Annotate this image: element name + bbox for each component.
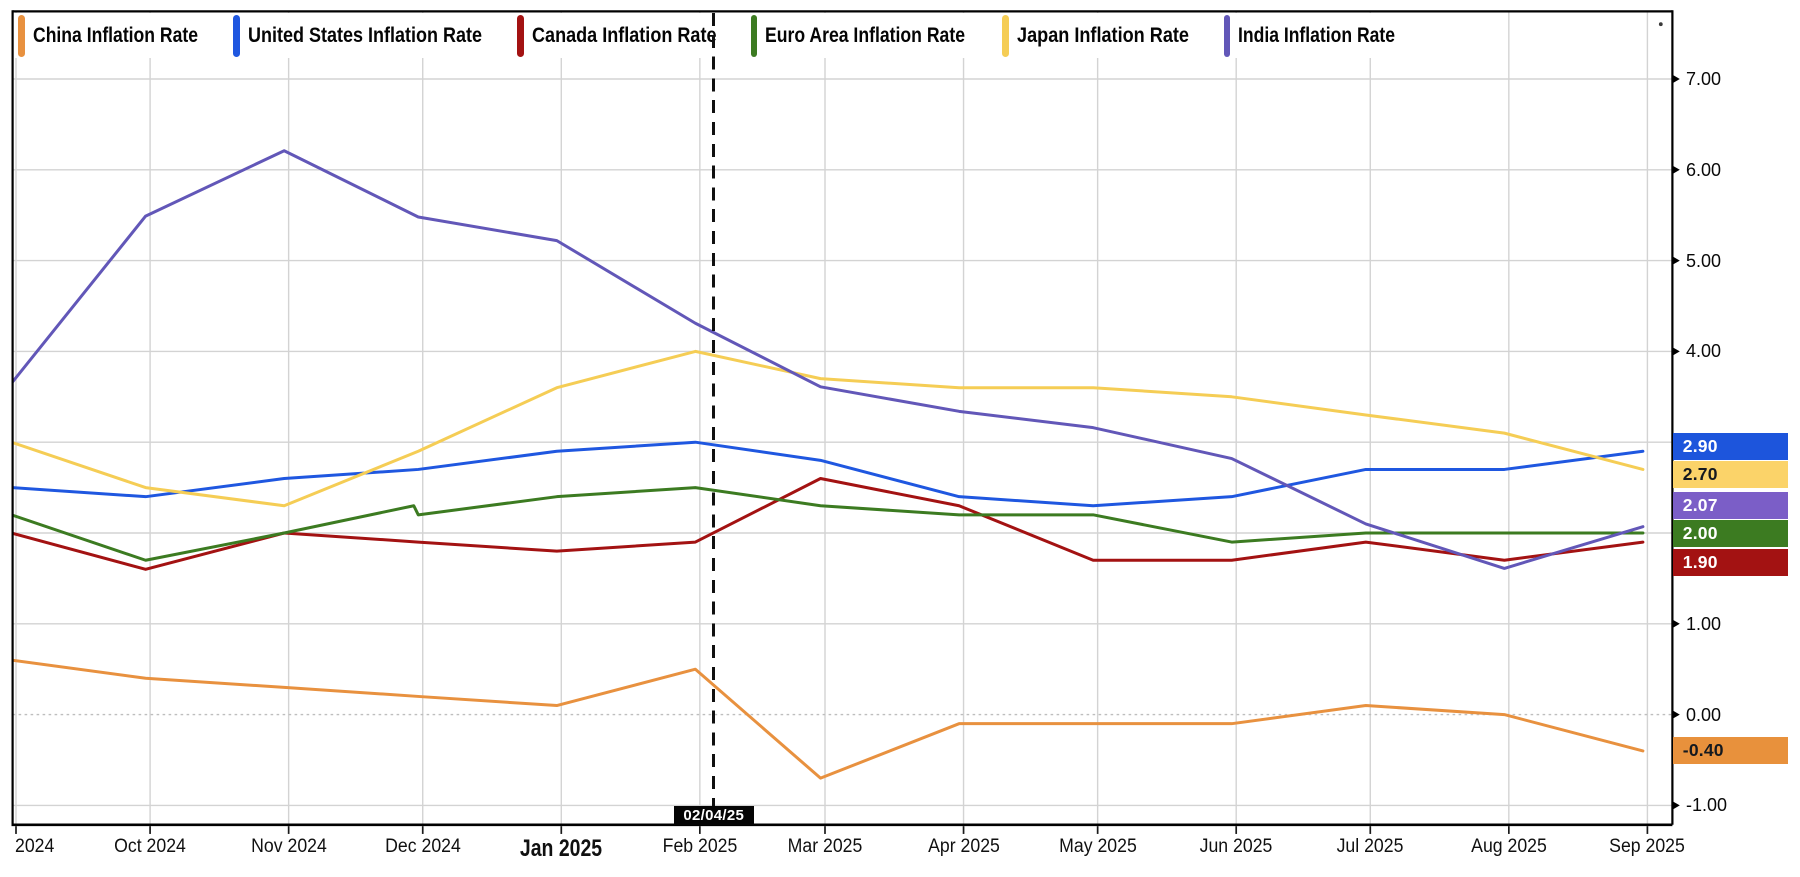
y-tick-arrow	[1673, 166, 1680, 174]
legend-label: China Inflation Rate	[32, 23, 198, 47]
legend-item-1[interactable]: China Inflation Rate	[15, 13, 205, 58]
y-tick-arrow	[1673, 710, 1680, 719]
legend-label: United States Inflation Rate	[247, 23, 482, 47]
series-line-6[interactable]	[12, 149, 1645, 570]
x-axis-label: May 2025	[1058, 835, 1137, 857]
legend-label: Euro Area Inflation Rate	[765, 23, 966, 47]
price-badge-3: 1.90	[1672, 548, 1789, 576]
legend-label: Canada Inflation Rate	[531, 23, 717, 47]
x-axis-label: Feb 2025	[662, 835, 738, 857]
legend-item-3[interactable]: Canada Inflation Rate	[514, 13, 723, 58]
y-tick-arrow	[1673, 75, 1680, 83]
stray-dot	[1658, 22, 1663, 27]
x-axis-label: 2024	[15, 835, 55, 857]
legend-color-bar-icon	[233, 14, 240, 57]
y-axis-label: 0.00	[1686, 704, 1722, 725]
x-axis-label: Dec 2024	[384, 835, 461, 857]
y-tick-arrow	[1673, 801, 1680, 810]
legend-label: India Inflation Rate	[1238, 23, 1396, 47]
y-axis-label: 7.00	[1686, 69, 1722, 89]
legend-item-2[interactable]: United States Inflation Rate	[230, 13, 490, 58]
legend-color-bar-icon	[1002, 14, 1009, 57]
y-tick-arrow	[1673, 620, 1680, 628]
y-axis-label: 1.00	[1686, 613, 1722, 634]
legend-item-5[interactable]: Japan Inflation Rate	[999, 13, 1196, 58]
price-badge-2: 2.90	[1672, 432, 1789, 460]
price-badge-5: 2.70	[1672, 461, 1789, 489]
series-line-5[interactable]	[12, 349, 1645, 508]
event-dashed-line[interactable]	[711, 12, 715, 806]
event-date-label[interactable]: 02/04/25	[674, 805, 754, 825]
y-axis-label: 4.00	[1686, 341, 1722, 362]
y-tick-arrow	[1673, 347, 1680, 356]
legend-item-4[interactable]: Euro Area Inflation Rate	[747, 13, 972, 58]
series-line-2[interactable]	[12, 440, 1645, 508]
legend-color-bar-icon	[18, 14, 25, 57]
x-axis-label: Jun 2025	[1199, 835, 1273, 857]
legend-color-bar-icon	[1223, 14, 1231, 57]
y-axis-label: -1.00	[1686, 795, 1728, 816]
legend-color-bar-icon	[750, 14, 758, 57]
y-axis-label: 6.00	[1686, 159, 1722, 180]
x-axis-label: Jan 2025	[520, 835, 603, 862]
x-axis-label: Nov 2024	[250, 835, 327, 857]
x-axis-label: Aug 2025	[1470, 835, 1547, 857]
legend-item-6[interactable]: India Inflation Rate	[1220, 13, 1402, 58]
series-line-1[interactable]	[12, 658, 1645, 780]
series-line-3[interactable]	[12, 477, 1645, 571]
y-axis-label: 5.00	[1686, 250, 1722, 271]
x-axis-label: Mar 2025	[787, 835, 863, 857]
x-axis-label: Oct 2024	[114, 835, 186, 857]
y-tick-arrow	[1673, 256, 1680, 265]
x-axis-label: Jul 2025	[1336, 835, 1404, 857]
x-axis-label: Sep 2025	[1609, 835, 1686, 857]
series-line-4[interactable]	[12, 486, 1645, 562]
legend-color-bar-icon	[517, 14, 524, 57]
price-badge-4: 2.00	[1672, 520, 1789, 548]
legend-label: Japan Inflation Rate	[1016, 23, 1189, 47]
price-badge-6: 2.07	[1672, 491, 1789, 519]
price-badge-1: -0.40	[1672, 737, 1789, 765]
x-axis-label: Apr 2025	[927, 835, 1000, 857]
